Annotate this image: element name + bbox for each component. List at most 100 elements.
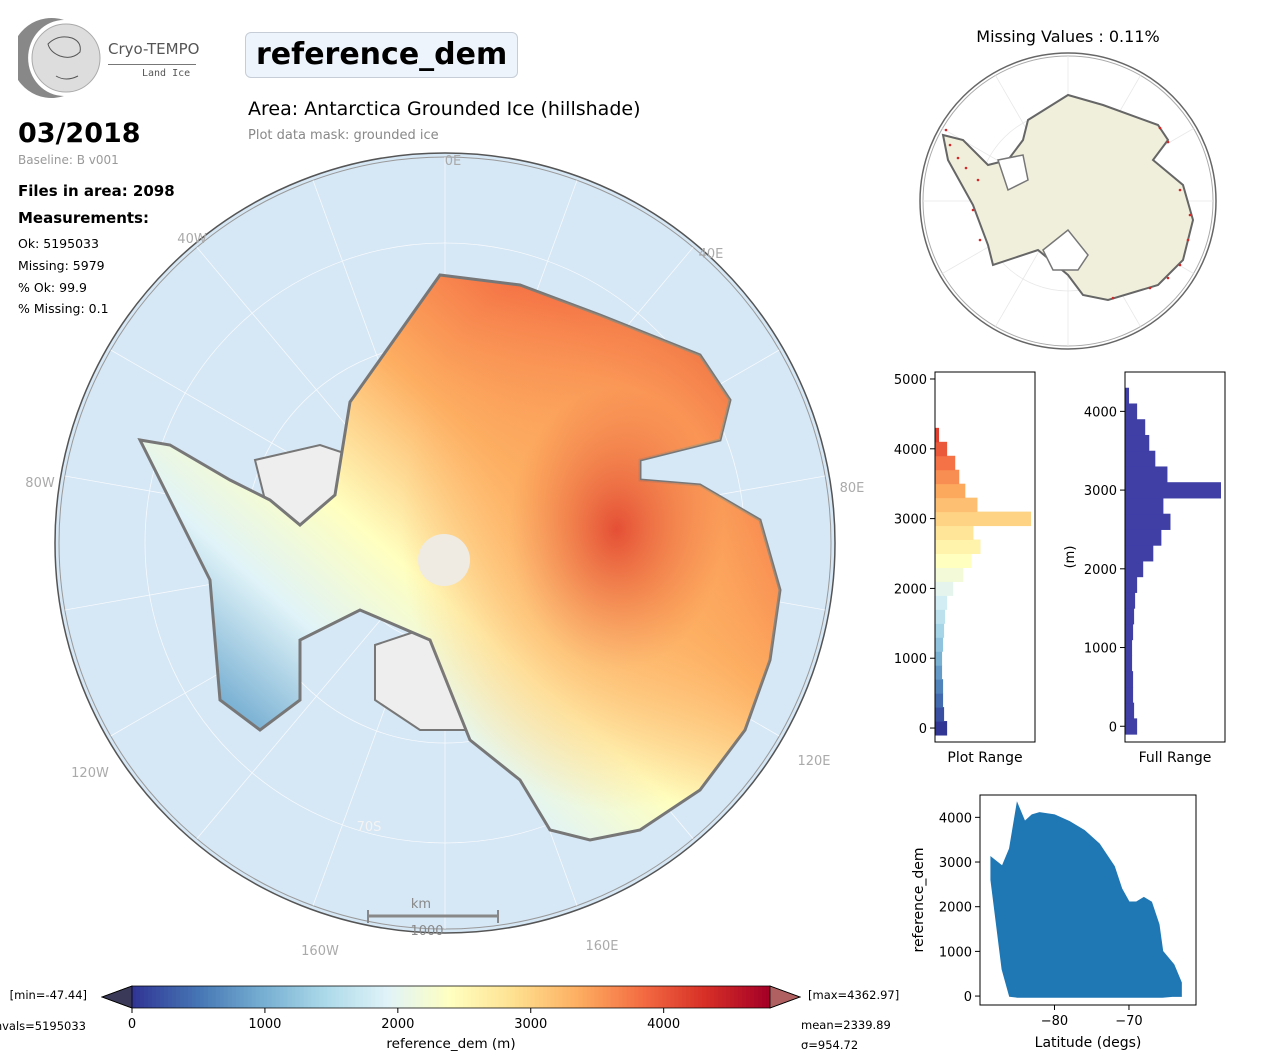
scale-value: 1000: [410, 924, 443, 939]
colorbar-segment: [762, 986, 767, 1008]
hist-tick-label: 5000: [894, 373, 927, 388]
colorbar-min-extend: [100, 985, 133, 1009]
colorbar-segment: [530, 986, 536, 1008]
colorbar-segment: [431, 986, 436, 1008]
colorbar-segment: [718, 986, 723, 1008]
hist-bar: [1125, 655, 1133, 672]
hist-frame: [934, 371, 1036, 743]
colorbar-segment: [742, 986, 747, 1008]
missing-point: [956, 156, 960, 160]
hist-bar: [935, 455, 956, 471]
colorbar-segment: [375, 986, 380, 1008]
missing-point: [1166, 276, 1170, 280]
hist-bar: [1125, 450, 1156, 467]
colorbar-segment: [331, 986, 336, 1008]
pole-hole: [418, 534, 470, 586]
colorbar-segment: [506, 986, 512, 1008]
stat-pct-ok: % Ok: 99.9: [18, 280, 87, 295]
colorbar-segment: [618, 986, 624, 1008]
colorbar-segment: [566, 986, 572, 1008]
hist-bar: [935, 553, 972, 568]
colorbar-segment: [586, 986, 592, 1008]
colorbar-segment: [670, 986, 675, 1008]
colorbar-segment: [538, 986, 544, 1008]
colorbar-segment: [686, 986, 691, 1008]
colorbar-segment: [379, 986, 384, 1008]
colorbar-segment: [155, 986, 161, 1008]
colorbar-sigma-label: σ=954.72: [801, 1038, 858, 1052]
hist-bar: [1125, 387, 1130, 404]
colorbar-mean-label: mean=2339.89: [801, 1018, 891, 1032]
colorbar-segment: [626, 986, 632, 1008]
colorbar-tick-label: 1000: [248, 1017, 281, 1032]
colorbar-segment: [407, 986, 412, 1008]
lon-label: 80E: [840, 481, 865, 496]
hist-tick-label: 1000: [1084, 642, 1117, 657]
colorbar-segment: [602, 986, 608, 1008]
colorbar-tick-label: 3000: [514, 1017, 547, 1032]
missing-point: [1188, 213, 1192, 217]
colorbar-segment: [255, 986, 261, 1008]
hist-frame: [1124, 371, 1226, 743]
colorbar-segment: [203, 986, 209, 1008]
colorbar-segment: [698, 986, 703, 1008]
hist-bar: [935, 623, 945, 638]
colorbar-segment: [582, 986, 588, 1008]
colorbar-nvals-label: nvals=5195033: [0, 1019, 86, 1033]
lat-label: 80S: [402, 683, 427, 698]
hist-bar: [1125, 403, 1138, 420]
colorbar-segment: [474, 986, 480, 1008]
colorbar-segment: [490, 986, 496, 1008]
variable-title: reference_dem: [245, 32, 519, 78]
colorbar-segment: [542, 986, 548, 1008]
hist-bar: [935, 595, 948, 610]
colorbar-segment: [447, 986, 452, 1008]
colorbar-segment: [271, 986, 277, 1008]
colorbar-segment: [299, 986, 305, 1008]
colorbar-segment: [714, 986, 719, 1008]
colorbar-segment: [239, 986, 245, 1008]
colorbar-min-label: [min=-47.44]: [10, 988, 87, 1002]
full-range-histogram: 0 1000 2000 3000 4000 Full Range (m): [1063, 371, 1226, 766]
colorbar-segment: [147, 986, 153, 1008]
colorbar-segment: [590, 986, 596, 1008]
colorbar-segment: [335, 986, 340, 1008]
colorbar-segment: [319, 986, 324, 1008]
colorbar-segment: [243, 986, 249, 1008]
colorbar-segment: [247, 986, 253, 1008]
colorbar-segment: [135, 986, 141, 1008]
missing-point: [1158, 126, 1162, 130]
colorbar-segment: [606, 986, 612, 1008]
hist-bar: [935, 679, 944, 694]
colorbar-segment: [415, 986, 420, 1008]
hist-bar: [1125, 560, 1144, 578]
colorbar-segment: [734, 986, 739, 1008]
colorbar-segment: [163, 986, 169, 1008]
hist-bar: [1125, 482, 1221, 499]
hist-bar: [935, 483, 966, 499]
colorbar-segment: [451, 986, 456, 1008]
colorbar-segment: [195, 986, 201, 1008]
colorbar-segment: [267, 986, 273, 1008]
scatter-ylabel: reference_dem: [911, 848, 927, 953]
hist-bar: [935, 721, 948, 736]
colorbar-segment: [183, 986, 189, 1008]
colorbar-segment: [682, 986, 687, 1008]
colorbar-segment: [722, 986, 727, 1008]
colorbar-segment: [187, 986, 193, 1008]
lon-label: 80W: [25, 476, 55, 491]
colorbar-segment: [622, 986, 628, 1008]
missing-point: [948, 143, 952, 147]
missing-point: [971, 208, 975, 212]
scatter-frame: [979, 794, 1197, 1006]
colorbar-segment: [387, 986, 392, 1008]
colorbar-segment: [399, 986, 404, 1008]
colorbar-segment: [650, 986, 655, 1008]
colorbar-segment: [666, 986, 671, 1008]
hist-bar: [935, 651, 943, 666]
lon-label: 120E: [797, 754, 830, 769]
lon-label: 120W: [71, 766, 109, 781]
colorbar-segment: [159, 986, 165, 1008]
scatter-xtick-label: −80: [1041, 1014, 1068, 1029]
colorbar-segment: [694, 986, 699, 1008]
